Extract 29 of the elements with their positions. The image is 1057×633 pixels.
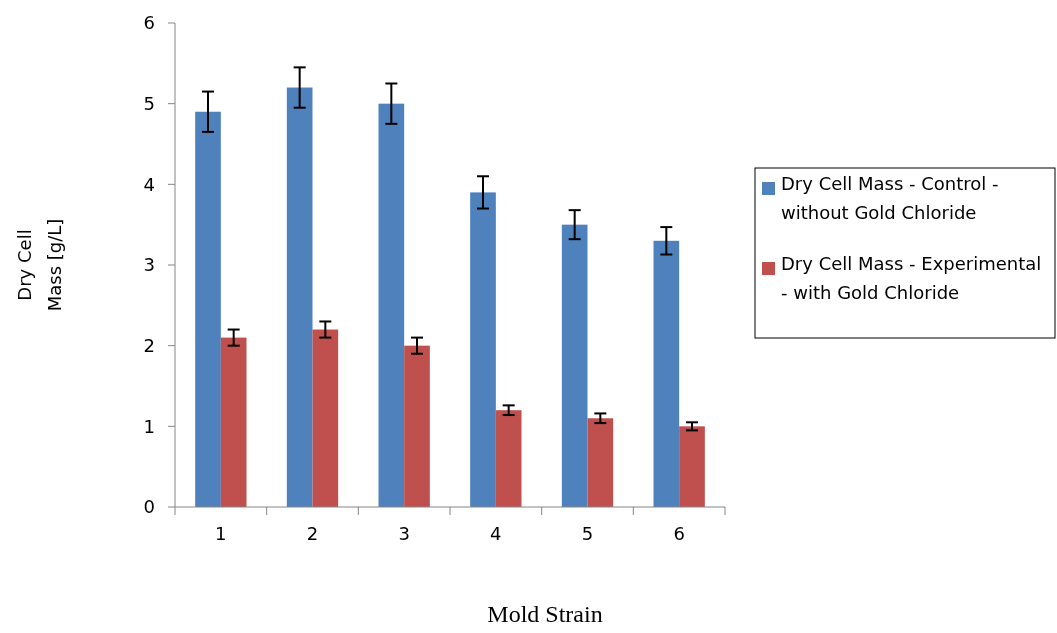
- y-axis-title: Dry Cell Mass [g/L]: [14, 218, 65, 312]
- bar: [587, 418, 614, 507]
- bar: [470, 192, 496, 507]
- bar: [679, 426, 705, 507]
- y-tick-label: 6: [143, 12, 155, 34]
- x-tick-label: 4: [490, 523, 502, 544]
- bar: [195, 111, 221, 507]
- x-tick-label: 1: [215, 523, 227, 544]
- y-tick-label: 3: [143, 254, 155, 276]
- bar: [495, 410, 522, 507]
- x-tick-label: 6: [673, 523, 685, 544]
- y-tick-label: 5: [143, 92, 155, 114]
- y-tick-label: 4: [143, 173, 155, 195]
- x-tick-label: 5: [581, 523, 594, 544]
- y-tick-label: 2: [143, 334, 155, 356]
- legend-label: Dry Cell Mass - Control - without Gold Chloride: [781, 173, 999, 223]
- bar: [286, 87, 313, 507]
- bar: [220, 337, 247, 507]
- bar: [404, 345, 430, 507]
- y-tick-label: 1: [143, 415, 155, 437]
- x-axis-title: Mold Strain: [487, 601, 603, 627]
- bar: [653, 240, 680, 507]
- x-tick-label: 2: [306, 523, 319, 544]
- x-tick-label: 3: [398, 523, 410, 544]
- bar: [378, 103, 405, 507]
- bar: [561, 224, 588, 507]
- y-tick-label: 0: [143, 496, 155, 518]
- legend-label: Dry Cell Mass - Experimental - with Gold Chloride: [781, 253, 1042, 303]
- bar: [312, 329, 339, 507]
